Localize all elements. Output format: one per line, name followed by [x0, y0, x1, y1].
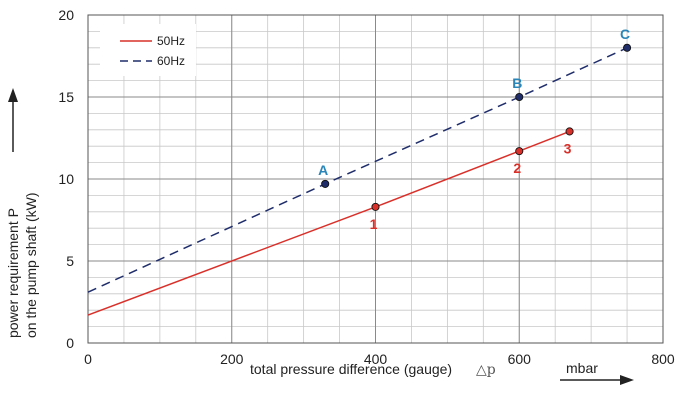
legend-box: [100, 24, 196, 76]
x-axis-label: total pressure difference (gauge): [250, 361, 452, 377]
point-marker-3: [565, 127, 574, 136]
y-tick-label: 15: [58, 89, 74, 105]
y-tick-label: 0: [66, 335, 74, 351]
point-marker-C: [623, 43, 632, 52]
x-tick-label: 200: [220, 351, 244, 367]
x-axis-symbol: △p: [476, 362, 496, 378]
y-tick-labels: 0 5 10 15 20: [58, 7, 74, 351]
y-tick-label: 5: [66, 253, 74, 269]
legend-label-50hz: 50Hz: [157, 34, 185, 48]
y-tick-label: 20: [58, 7, 74, 23]
series-line-50hz: [87, 130, 570, 316]
series-line-60hz: [87, 47, 628, 293]
point-marker-2: [515, 147, 524, 156]
data-points: A B C 1 2 3: [318, 26, 632, 232]
point-marker-A: [321, 179, 330, 188]
point-label-B: B: [512, 75, 522, 91]
point-marker-B: [515, 92, 524, 102]
x-tick-label: 400: [364, 351, 388, 367]
point-marker-1: [371, 202, 380, 211]
y-tick-label: 10: [58, 171, 74, 187]
x-tick-labels: 0 200 400 600 800: [84, 351, 675, 367]
series-lines: [87, 47, 628, 316]
point-label-1: 1: [370, 216, 378, 232]
x-axis-title: total pressure difference (gauge) △p mba…: [250, 360, 634, 385]
y-axis-arrow-head: [8, 88, 18, 102]
point-label-3: 3: [564, 140, 572, 156]
x-tick-label: 800: [651, 351, 675, 367]
x-tick-label: 0: [84, 351, 92, 367]
x-tick-label: 600: [508, 351, 532, 367]
point-label-2: 2: [513, 160, 521, 176]
legend: 50Hz 60Hz: [100, 24, 196, 76]
point-label-A: A: [318, 162, 328, 178]
legend-label-60hz: 60Hz: [157, 54, 185, 68]
x-axis-unit: mbar: [566, 360, 598, 376]
y-axis-label-line2: on the pump shaft (kW): [23, 192, 39, 338]
x-axis-arrow-head: [620, 375, 634, 385]
y-axis-label-line1: power requirement P: [5, 208, 21, 338]
y-axis-title: power requirement P on the pump shaft (k…: [5, 88, 39, 338]
plot-frame: [87, 14, 664, 344]
point-label-C: C: [620, 26, 630, 42]
